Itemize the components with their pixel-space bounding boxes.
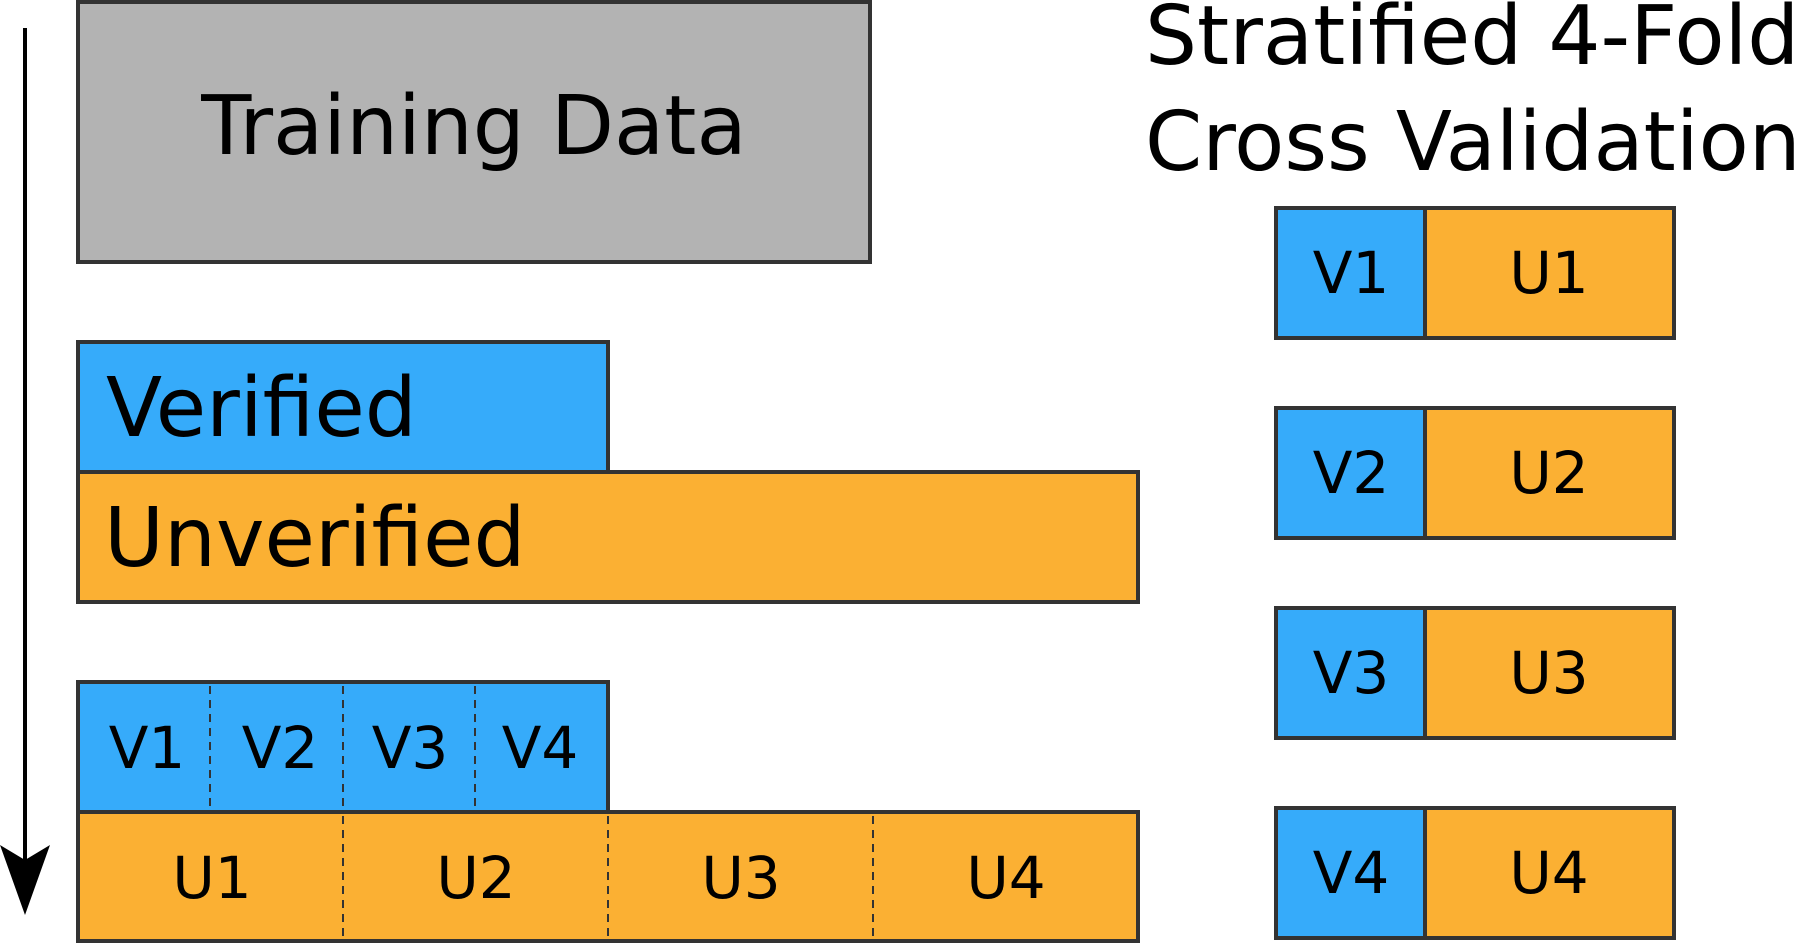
fold-unverified-label: U1 xyxy=(1509,239,1588,307)
fold-verified-label: V4 xyxy=(1313,839,1390,907)
fold-unverified-box xyxy=(1423,406,1676,540)
unverified-split-label: U4 xyxy=(966,844,1045,912)
fold-unverified-box xyxy=(1423,206,1676,340)
unverified-box xyxy=(76,470,1140,604)
fold-verified-label: V2 xyxy=(1313,439,1390,507)
title-line-1: Stratified 4-Fold xyxy=(1145,0,1799,84)
unverified-split-label: U3 xyxy=(701,844,780,912)
fold-3: V3 U3 xyxy=(1274,606,1676,740)
verified-splits-group: V1 V2 V3 V4 xyxy=(76,680,610,814)
fold-verified-label: V1 xyxy=(1313,239,1390,307)
verified-box xyxy=(76,340,610,474)
unverified-splits-group: U1 U2 U3 U4 xyxy=(76,810,1140,943)
unverified-split-label: U1 xyxy=(172,844,251,912)
flow-arrow xyxy=(0,28,50,915)
verified-split-label: V4 xyxy=(502,714,579,782)
unverified-label: Unverified xyxy=(104,491,526,586)
fold-4: V4 U4 xyxy=(1274,806,1676,940)
verified-split-label: V2 xyxy=(242,714,319,782)
fold-unverified-box xyxy=(1423,606,1676,740)
fold-verified-box xyxy=(1274,406,1427,540)
verified-split-label: V3 xyxy=(372,714,449,782)
unverified-split-label: U2 xyxy=(436,844,515,912)
fold-2: V2 U2 xyxy=(1274,406,1676,540)
fold-unverified-label: U4 xyxy=(1509,839,1588,907)
fold-unverified-label: U3 xyxy=(1509,639,1588,707)
training-data-label: Training Data xyxy=(200,79,746,174)
title-line-2: Cross Validation xyxy=(1145,95,1801,190)
fold-verified-box xyxy=(1274,206,1427,340)
training-data-box xyxy=(76,0,872,264)
verified-label: Verified xyxy=(106,361,417,456)
fold-unverified-box xyxy=(1423,806,1676,940)
fold-verified-box xyxy=(1274,806,1427,940)
fold-verified-label: V3 xyxy=(1313,639,1390,707)
fold-1: V1 U1 xyxy=(1274,206,1676,340)
fold-unverified-label: U2 xyxy=(1509,439,1588,507)
verified-split-label: V1 xyxy=(109,714,186,782)
